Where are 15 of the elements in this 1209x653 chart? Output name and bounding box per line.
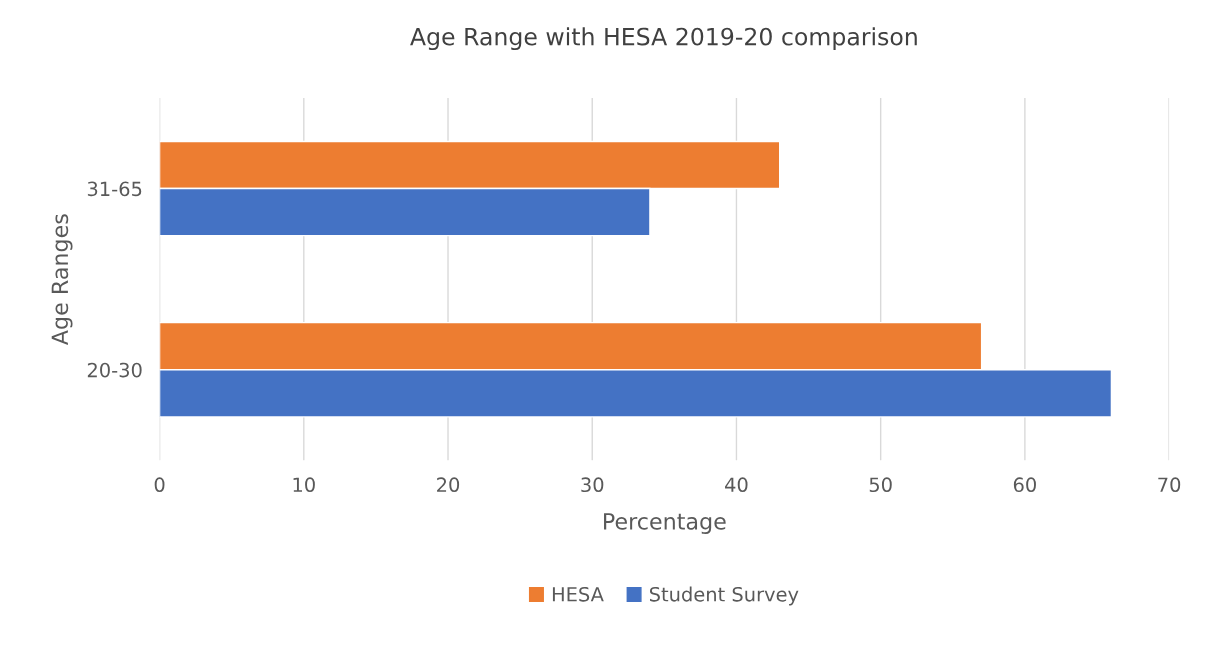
x-axis-title: Percentage [604,513,726,535]
y-tick-label: 31-65 [87,181,142,197]
x-tick-label: 40 [725,477,748,493]
x-tick-label: 50 [869,477,892,493]
y-axis-title: Age Ranges [51,214,73,346]
x-tick-label: 70 [1158,477,1181,493]
legend-label: HESA [552,586,604,602]
x-tick-label: 60 [1013,477,1036,493]
x-tick-label: 10 [293,477,315,493]
x-tick-label: 20 [437,477,460,493]
x-tick-label: 30 [581,477,604,493]
y-tick-label: 20-30 [87,362,142,378]
chart-title: Age Range with HESA 2019-20 comparison [410,27,917,51]
legend-label: Student Survey [649,586,799,606]
x-tick-label: 0 [154,477,165,493]
